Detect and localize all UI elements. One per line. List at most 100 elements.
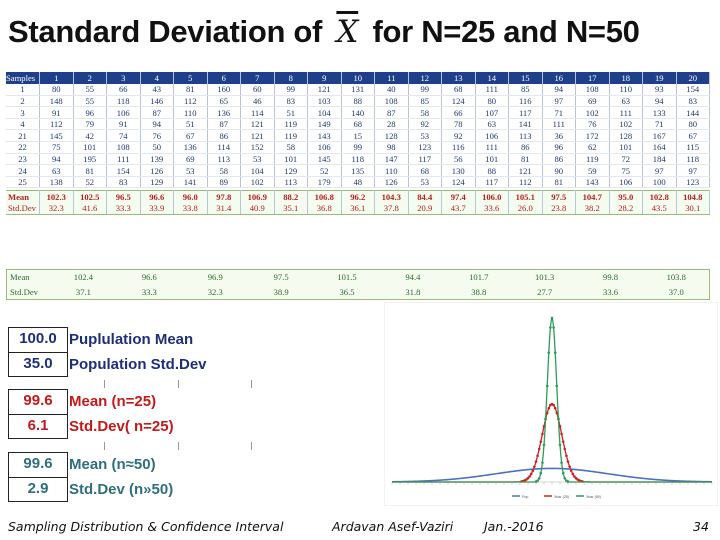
table-cell: 145 <box>307 153 342 166</box>
table-cell: 149 <box>307 118 342 131</box>
table-cell: 130 <box>441 164 476 177</box>
table-cell: 136 <box>207 106 241 119</box>
table-cell: 124 <box>441 176 476 189</box>
table-cell: 97.5 <box>273 272 289 283</box>
table-cell: 68 <box>341 118 375 131</box>
table-cell: 38.9 <box>273 286 289 297</box>
table-cell: 59 <box>575 164 610 177</box>
table-row: 22 75 101 108 50 136 114 152 58 106 99 98 123 116 111 8… <box>6 141 710 154</box>
table-cell: 97 <box>676 164 710 177</box>
series-point-1 <box>539 440 543 443</box>
table-row: 1 80 55 66 43 81 160 60 99 121 131 40 99 68 111 85 94 108… <box>6 83 710 96</box>
series-point-1 <box>533 465 536 468</box>
title-suffix: for N=25 and N=50 <box>364 14 640 49</box>
footer-course: Sampling Distribution & Confidence Inter… <box>8 519 284 534</box>
table-cell: 36.8 <box>307 202 342 215</box>
table-cell: 7 <box>240 72 275 84</box>
table-cell: 114 <box>240 106 275 119</box>
table-cell: 33.3 <box>141 286 157 297</box>
table-cell: 8 <box>274 72 308 84</box>
row-label: 25 <box>6 176 40 189</box>
series-point-1 <box>528 475 531 478</box>
table-cell: 154 <box>676 83 710 96</box>
table-cell: 95.0 <box>609 190 643 203</box>
table-row: 23 94 195 111 139 69 113 53 101 145 118 147 117 56 101… <box>6 153 710 166</box>
table-cell: 81 <box>173 83 208 96</box>
table-cell: 110 <box>609 83 643 96</box>
table-cell: 68 <box>408 164 442 177</box>
table-cell: 102 <box>240 176 275 189</box>
population-mean-label: Puplulation Mean <box>69 331 194 348</box>
table-cell: 97 <box>542 95 576 108</box>
table-cell: 27.7 <box>537 286 553 297</box>
table-cell: 96.5 <box>106 190 141 203</box>
n25-summary-box: 99.6 6.1 <box>8 389 68 439</box>
table-cell: 119 <box>274 129 308 143</box>
n50-std-row: Std.Dev 37.1 33.3 32.3 38.9 36.5 31.8 38.8 27.7 3… <box>7 285 710 300</box>
table-cell: 126 <box>374 176 409 189</box>
table-cell: 35.1 <box>274 202 308 215</box>
table-cell: 80 <box>475 95 509 108</box>
table-cell: 67 <box>173 129 208 143</box>
series-point-2 <box>558 443 562 447</box>
table-cell: 46 <box>240 95 275 108</box>
table-cell: 97 <box>642 164 677 177</box>
table-cell: 18 <box>609 72 643 84</box>
table-cell: 118 <box>341 153 375 166</box>
table-cell: 101.3 <box>535 272 555 283</box>
table-cell: 94 <box>140 118 174 131</box>
table-cell: 108 <box>575 83 610 96</box>
table-cell: 111 <box>475 83 509 96</box>
table-cell: 10 <box>341 72 375 84</box>
table-cell: 113 <box>508 129 543 143</box>
n25-std-value: 6.1 <box>9 414 67 438</box>
chart-legend: Pop Xbar (25) Xbar (50) <box>512 495 601 499</box>
table-cell: 55 <box>73 95 107 108</box>
table-cell: 63 <box>39 164 74 177</box>
table-cell: 55 <box>73 83 107 96</box>
table-cell: 110 <box>173 106 208 119</box>
table-cell: 123 <box>408 141 442 154</box>
table-cell: 38.2 <box>575 202 610 215</box>
population-std-label: Population Std.Dev <box>69 356 207 373</box>
table-cell: 107 <box>475 106 509 119</box>
table-cell: 92 <box>408 118 442 131</box>
table-cell: 101.7 <box>469 272 489 283</box>
table-cell: 148 <box>39 95 74 108</box>
table-cell: 67 <box>676 129 710 143</box>
table-cell: 146 <box>140 95 174 108</box>
table-cell: 80 <box>39 83 74 96</box>
table-cell: 128 <box>374 129 409 143</box>
table-cell: 115 <box>676 141 710 154</box>
table-cell: 33.8 <box>173 202 208 215</box>
series-point-2 <box>539 471 543 475</box>
table-cell: 85 <box>508 83 543 96</box>
table-cell: 23.8 <box>542 202 576 215</box>
table-row: 21 145 42 74 76 67 86 121 119 143 15 128 53 92 106 113 3… <box>6 129 710 143</box>
table-cell: 79 <box>73 118 107 131</box>
table-row: 25 138 52 83 129 141 89 102 113 179 48 126 53 124 117 1… <box>6 176 710 189</box>
table-cell: 4 <box>140 72 174 84</box>
table-cell: 141 <box>173 176 208 189</box>
table-cell: 101 <box>609 141 643 154</box>
table-cell: 102.3 <box>39 190 74 203</box>
table-cell: 37.0 <box>668 286 684 297</box>
series-point-2 <box>550 316 554 320</box>
table-cell: 94.4 <box>405 272 421 283</box>
series-point-2 <box>547 351 551 355</box>
mean-row: Mean 102.3 102.5 96.5 96.6 96.0 97.8 106.9 88.2 1… <box>6 190 710 203</box>
row-label: 22 <box>6 141 40 154</box>
row-label: Std.Dev <box>6 202 40 215</box>
table-cell: 78 <box>441 118 476 131</box>
table-cell: 104 <box>240 164 275 177</box>
table-cell: 14 <box>475 72 509 84</box>
table-cell: 117 <box>508 106 543 119</box>
footer-page-number: 34 <box>693 519 709 534</box>
table-cell: 20 <box>676 72 710 84</box>
table-cell: 112 <box>39 118 74 131</box>
table-cell: 36.1 <box>341 202 375 215</box>
table-cell: 81 <box>73 164 107 177</box>
series-point-1 <box>573 475 576 478</box>
table-cell: 99 <box>408 83 442 96</box>
table-cell: 103 <box>307 95 342 108</box>
